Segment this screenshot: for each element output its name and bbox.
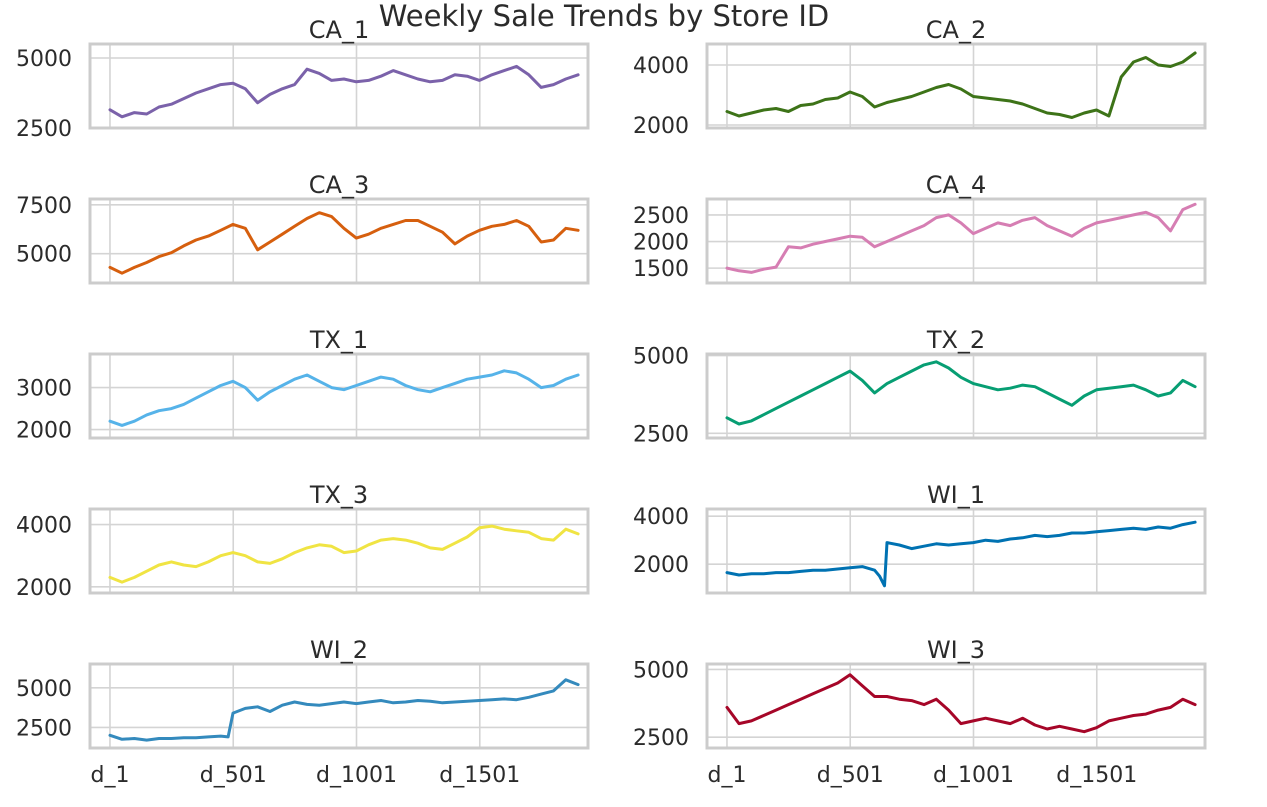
- series-line-wi-1: [725, 520, 1197, 588]
- y-tick-label: 4000: [633, 505, 689, 530]
- y-tick-label: 5000: [16, 47, 72, 72]
- panel-tx-2: 2500 5000 TX_2: [633, 326, 1207, 447]
- series-line-ca-4: [725, 202, 1197, 274]
- panel-title: CA_3: [309, 171, 369, 199]
- panel-title: TX_3: [309, 481, 368, 509]
- y-tick-label: 2000: [16, 419, 72, 444]
- panel-ca-2: 2000 4000 CA_2: [633, 16, 1207, 139]
- axes-frame: [88, 507, 590, 595]
- y-tick-label: 4000: [633, 54, 689, 79]
- y-tick-label: 2500: [633, 204, 689, 229]
- axes-frame: [88, 662, 590, 750]
- series-line-wi-3: [725, 673, 1197, 734]
- series-line-tx-2: [725, 360, 1197, 426]
- panel-wi-2: 2500 5000 WI_2 d_1 d_501 d_1001 d_1501: [16, 636, 590, 788]
- panel-tx-3: 2000 4000 TX_3: [16, 481, 590, 601]
- panel-title: WI_1: [927, 481, 985, 509]
- y-tick-label: 5000: [633, 658, 689, 683]
- panel-title: TX_1: [309, 326, 368, 354]
- x-tick-label: d_1: [707, 763, 746, 788]
- panel-title: CA_4: [926, 171, 986, 199]
- panel-title: TX_2: [926, 326, 985, 354]
- series-line-ca-1: [108, 64, 580, 119]
- y-tick-label: 2500: [633, 726, 689, 751]
- axes-frame: [88, 352, 590, 440]
- x-tick-label: d_1: [90, 763, 129, 788]
- panel-wi-1: 2000 4000 WI_1: [633, 481, 1207, 595]
- panel-title: WI_3: [927, 636, 985, 664]
- x-tick-label: d_501: [200, 763, 267, 788]
- y-tick-label: 5000: [16, 677, 72, 702]
- y-tick-label: 2500: [16, 117, 72, 142]
- panel-tx-1: 2000 3000 TX_1: [16, 326, 590, 444]
- x-tick-label: d_501: [817, 763, 884, 788]
- panel-title: CA_2: [926, 16, 986, 44]
- x-tick-label: d_1501: [439, 763, 520, 788]
- panel-wi-3: 2500 5000 WI_3 d_1 d_501 d_1001 d_1501: [633, 636, 1207, 788]
- y-tick-label: 2500: [633, 422, 689, 447]
- x-tick-label: d_1001: [933, 763, 1014, 788]
- x-tick-label: d_1001: [316, 763, 397, 788]
- series-line-wi-2: [108, 678, 580, 742]
- y-tick-label: 5000: [633, 345, 689, 370]
- axes-frame: [88, 197, 590, 285]
- axes-frame: [88, 42, 590, 130]
- y-tick-label: 2000: [633, 231, 689, 256]
- y-tick-label: 1500: [633, 257, 689, 282]
- panel-ca-1: 2500 5000 CA_1: [16, 16, 590, 142]
- axes-frame: [705, 197, 1207, 285]
- axes-frame: [705, 42, 1207, 130]
- y-tick-label: 2000: [633, 553, 689, 578]
- axes-frame: [705, 352, 1207, 440]
- series-line-ca-3: [108, 211, 580, 275]
- y-tick-label: 5000: [16, 243, 72, 268]
- y-tick-label: 2000: [16, 576, 72, 601]
- panel-title: WI_2: [310, 636, 368, 664]
- y-tick-label: 4000: [16, 514, 72, 539]
- panel-ca-3: 5000 7500 CA_3: [16, 171, 590, 285]
- y-tick-label: 7500: [16, 194, 72, 219]
- axes-frame: [705, 662, 1207, 750]
- x-tick-label: d_1501: [1056, 763, 1137, 788]
- panel-title: CA_1: [309, 16, 369, 44]
- series-line-ca-2: [725, 51, 1197, 119]
- panels: 2500 5000 CA_1 2000 4000 CA_2 5000 7500 CA_3 1500…: [16, 16, 1207, 788]
- series-line-tx-1: [108, 369, 580, 427]
- y-tick-label: 2500: [16, 716, 72, 741]
- axes-frame: [705, 507, 1207, 595]
- series-line-tx-3: [108, 524, 580, 584]
- y-tick-label: 2000: [633, 114, 689, 139]
- y-tick-label: 3000: [16, 377, 72, 402]
- figure-title: Weekly Sale Trends by Store ID: [379, 0, 829, 33]
